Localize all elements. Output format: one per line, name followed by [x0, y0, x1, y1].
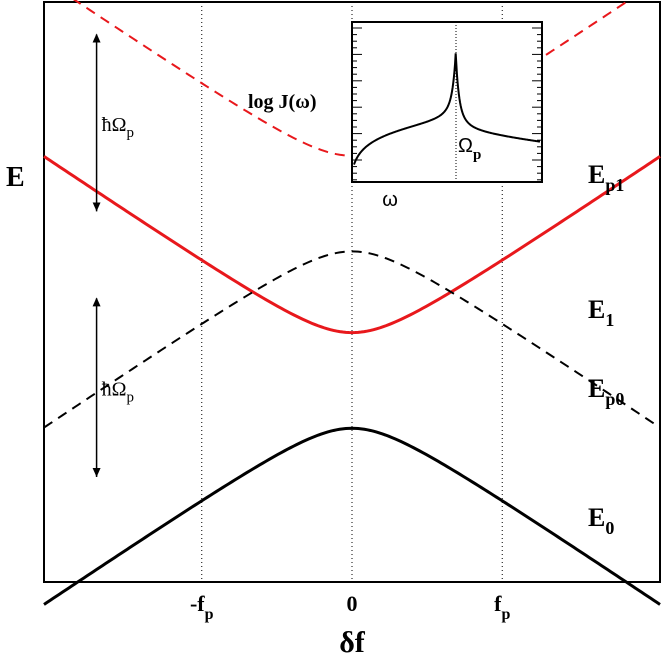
curve-e-p0 [43, 250, 661, 429]
gap-label-sub: p [126, 125, 133, 141]
x-tick-label-0: -fp [190, 591, 214, 623]
gap-label-main: ħΩ [102, 379, 127, 401]
inset-spectral-density: log J(ω) ω Ωp [248, 21, 543, 211]
curve-e-1 [43, 155, 661, 335]
inset-peak-main: Ω [458, 135, 473, 157]
inset-x-label: ω [382, 189, 398, 211]
x-axis-label: δf [339, 626, 366, 659]
inset-peak-label: Ωp [458, 135, 481, 163]
inset-y-label: log J(ω) [248, 91, 317, 113]
x-tick-label-2: fp [494, 591, 510, 623]
curve-e-0 [43, 426, 661, 606]
series-label-e-p1: Ep1 [588, 160, 624, 195]
series-labels: Ep1 E1 Ep0 E0 [588, 160, 624, 538]
inset-ticks [352, 27, 542, 181]
inset-frame [351, 21, 543, 183]
gap-label-1: ħΩp [102, 379, 134, 406]
x-tick-label-1: 0 [347, 591, 358, 616]
inset-curve [353, 53, 541, 165]
series-label-e-1: E1 [588, 295, 614, 330]
gap-label-sub: p [126, 390, 133, 406]
series-label-e-p0: Ep0 [588, 374, 624, 409]
series-label-e-0: E0 [588, 503, 614, 538]
gap-label-0: ħΩp [102, 114, 134, 141]
x-ticks: -fp 0 fp [190, 591, 510, 623]
y-axis-label: E [6, 162, 25, 193]
curves [43, 0, 661, 606]
gap-label-main: ħΩ [102, 114, 127, 136]
inset-peak-sub: p [473, 147, 481, 163]
